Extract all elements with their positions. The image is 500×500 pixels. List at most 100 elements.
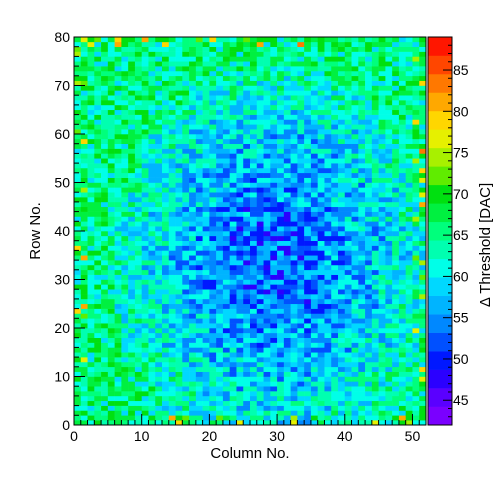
heatmap-cell <box>277 231 285 237</box>
heatmap-cell <box>412 264 420 271</box>
heatmap-cell <box>277 109 285 115</box>
heatmap-cell <box>338 46 346 52</box>
heatmap-cell <box>155 143 163 149</box>
heatmap-cell <box>114 124 122 130</box>
heatmap-cell <box>385 95 393 101</box>
heatmap-cell <box>324 197 332 203</box>
heatmap-cell <box>392 80 400 86</box>
heatmap-cell <box>202 187 210 193</box>
heatmap-cell <box>94 80 102 86</box>
heatmap-cell <box>310 61 318 67</box>
heatmap-cell <box>310 41 318 47</box>
heatmap-cell <box>209 129 217 135</box>
heatmap-cell <box>243 250 251 256</box>
heatmap-cell <box>256 279 264 285</box>
heatmap-cell <box>378 109 386 115</box>
heatmap-cell <box>338 361 346 368</box>
heatmap-cell <box>419 391 427 397</box>
heatmap-cell <box>155 114 163 120</box>
heatmap-cell <box>358 66 366 72</box>
heatmap-cell <box>344 395 352 402</box>
heatmap-cell <box>222 420 230 426</box>
heatmap-cell <box>263 260 271 266</box>
heatmap-cell <box>412 216 420 222</box>
heatmap-cell <box>101 308 109 314</box>
heatmap-cell <box>162 104 170 111</box>
heatmap-cell <box>290 51 298 57</box>
heatmap-cell <box>202 182 210 188</box>
heatmap-cell <box>263 221 271 227</box>
heatmap-cell <box>256 318 264 324</box>
heatmap-cell <box>344 216 352 222</box>
heatmap-cell <box>222 323 230 329</box>
heatmap-cell <box>121 167 129 174</box>
heatmap-cell <box>256 250 264 256</box>
heatmap-cell <box>351 366 359 372</box>
heatmap-cell <box>398 37 406 43</box>
heatmap-cell <box>114 235 122 241</box>
heatmap-cell <box>168 357 176 363</box>
heatmap-cell <box>236 386 244 392</box>
heatmap-cell <box>101 303 109 309</box>
heatmap-cell <box>87 264 95 271</box>
heatmap-cell <box>324 284 332 290</box>
heatmap-cell <box>155 255 163 261</box>
heatmap-cell <box>175 352 183 358</box>
heatmap-cell <box>175 163 183 169</box>
heatmap-cell <box>243 400 251 406</box>
heatmap-cell <box>324 395 332 402</box>
heatmap-cell <box>310 37 318 43</box>
heatmap-cell <box>405 134 413 140</box>
heatmap-cell <box>344 420 352 426</box>
heatmap-cell <box>290 386 298 392</box>
heatmap-cell <box>256 420 264 426</box>
heatmap-cell <box>378 386 386 392</box>
heatmap-cell <box>398 352 406 358</box>
heatmap-cell <box>398 250 406 256</box>
heatmap-cell <box>338 124 346 130</box>
heatmap-cell <box>405 264 413 271</box>
heatmap-cell <box>412 298 420 305</box>
heatmap-cell <box>351 279 359 285</box>
heatmap-cell <box>283 400 291 406</box>
heatmap-cell <box>283 221 291 227</box>
heatmap-cell <box>256 371 264 377</box>
heatmap-cell <box>229 231 237 237</box>
heatmap-cell <box>331 284 339 290</box>
heatmap-cell <box>250 158 258 164</box>
heatmap-cell <box>128 182 136 188</box>
heatmap-cell <box>202 264 210 271</box>
heatmap-cell <box>107 56 115 62</box>
heatmap-cell <box>324 332 332 338</box>
heatmap-cell <box>378 70 386 77</box>
heatmap-cell <box>304 61 312 67</box>
heatmap-cell <box>162 323 170 329</box>
heatmap-cell <box>371 100 379 106</box>
heatmap-cell <box>344 264 352 271</box>
heatmap-cell <box>392 104 400 111</box>
heatmap-cell <box>243 206 251 212</box>
heatmap-cell <box>87 323 95 329</box>
heatmap-cell <box>134 61 142 67</box>
heatmap-cell <box>74 177 82 183</box>
heatmap-cell <box>338 216 346 222</box>
heatmap-cell <box>87 313 95 319</box>
heatmap-cell <box>94 119 102 125</box>
heatmap-cell <box>128 420 136 426</box>
heatmap-cell <box>168 386 176 392</box>
heatmap-cell <box>87 284 95 290</box>
heatmap-cell <box>168 347 176 353</box>
heatmap-cell <box>385 289 393 295</box>
heatmap-cell <box>392 158 400 164</box>
heatmap-cell <box>324 289 332 295</box>
heatmap-cell <box>331 46 339 52</box>
heatmap-cell <box>134 129 142 135</box>
heatmap-cell <box>344 148 352 154</box>
heatmap-cell <box>283 90 291 96</box>
heatmap-cell <box>419 381 427 387</box>
heatmap-cell <box>189 138 197 144</box>
heatmap-cell <box>195 352 203 358</box>
heatmap-cell <box>365 129 373 135</box>
heatmap-cell <box>189 104 197 111</box>
heatmap-cell <box>365 352 373 358</box>
